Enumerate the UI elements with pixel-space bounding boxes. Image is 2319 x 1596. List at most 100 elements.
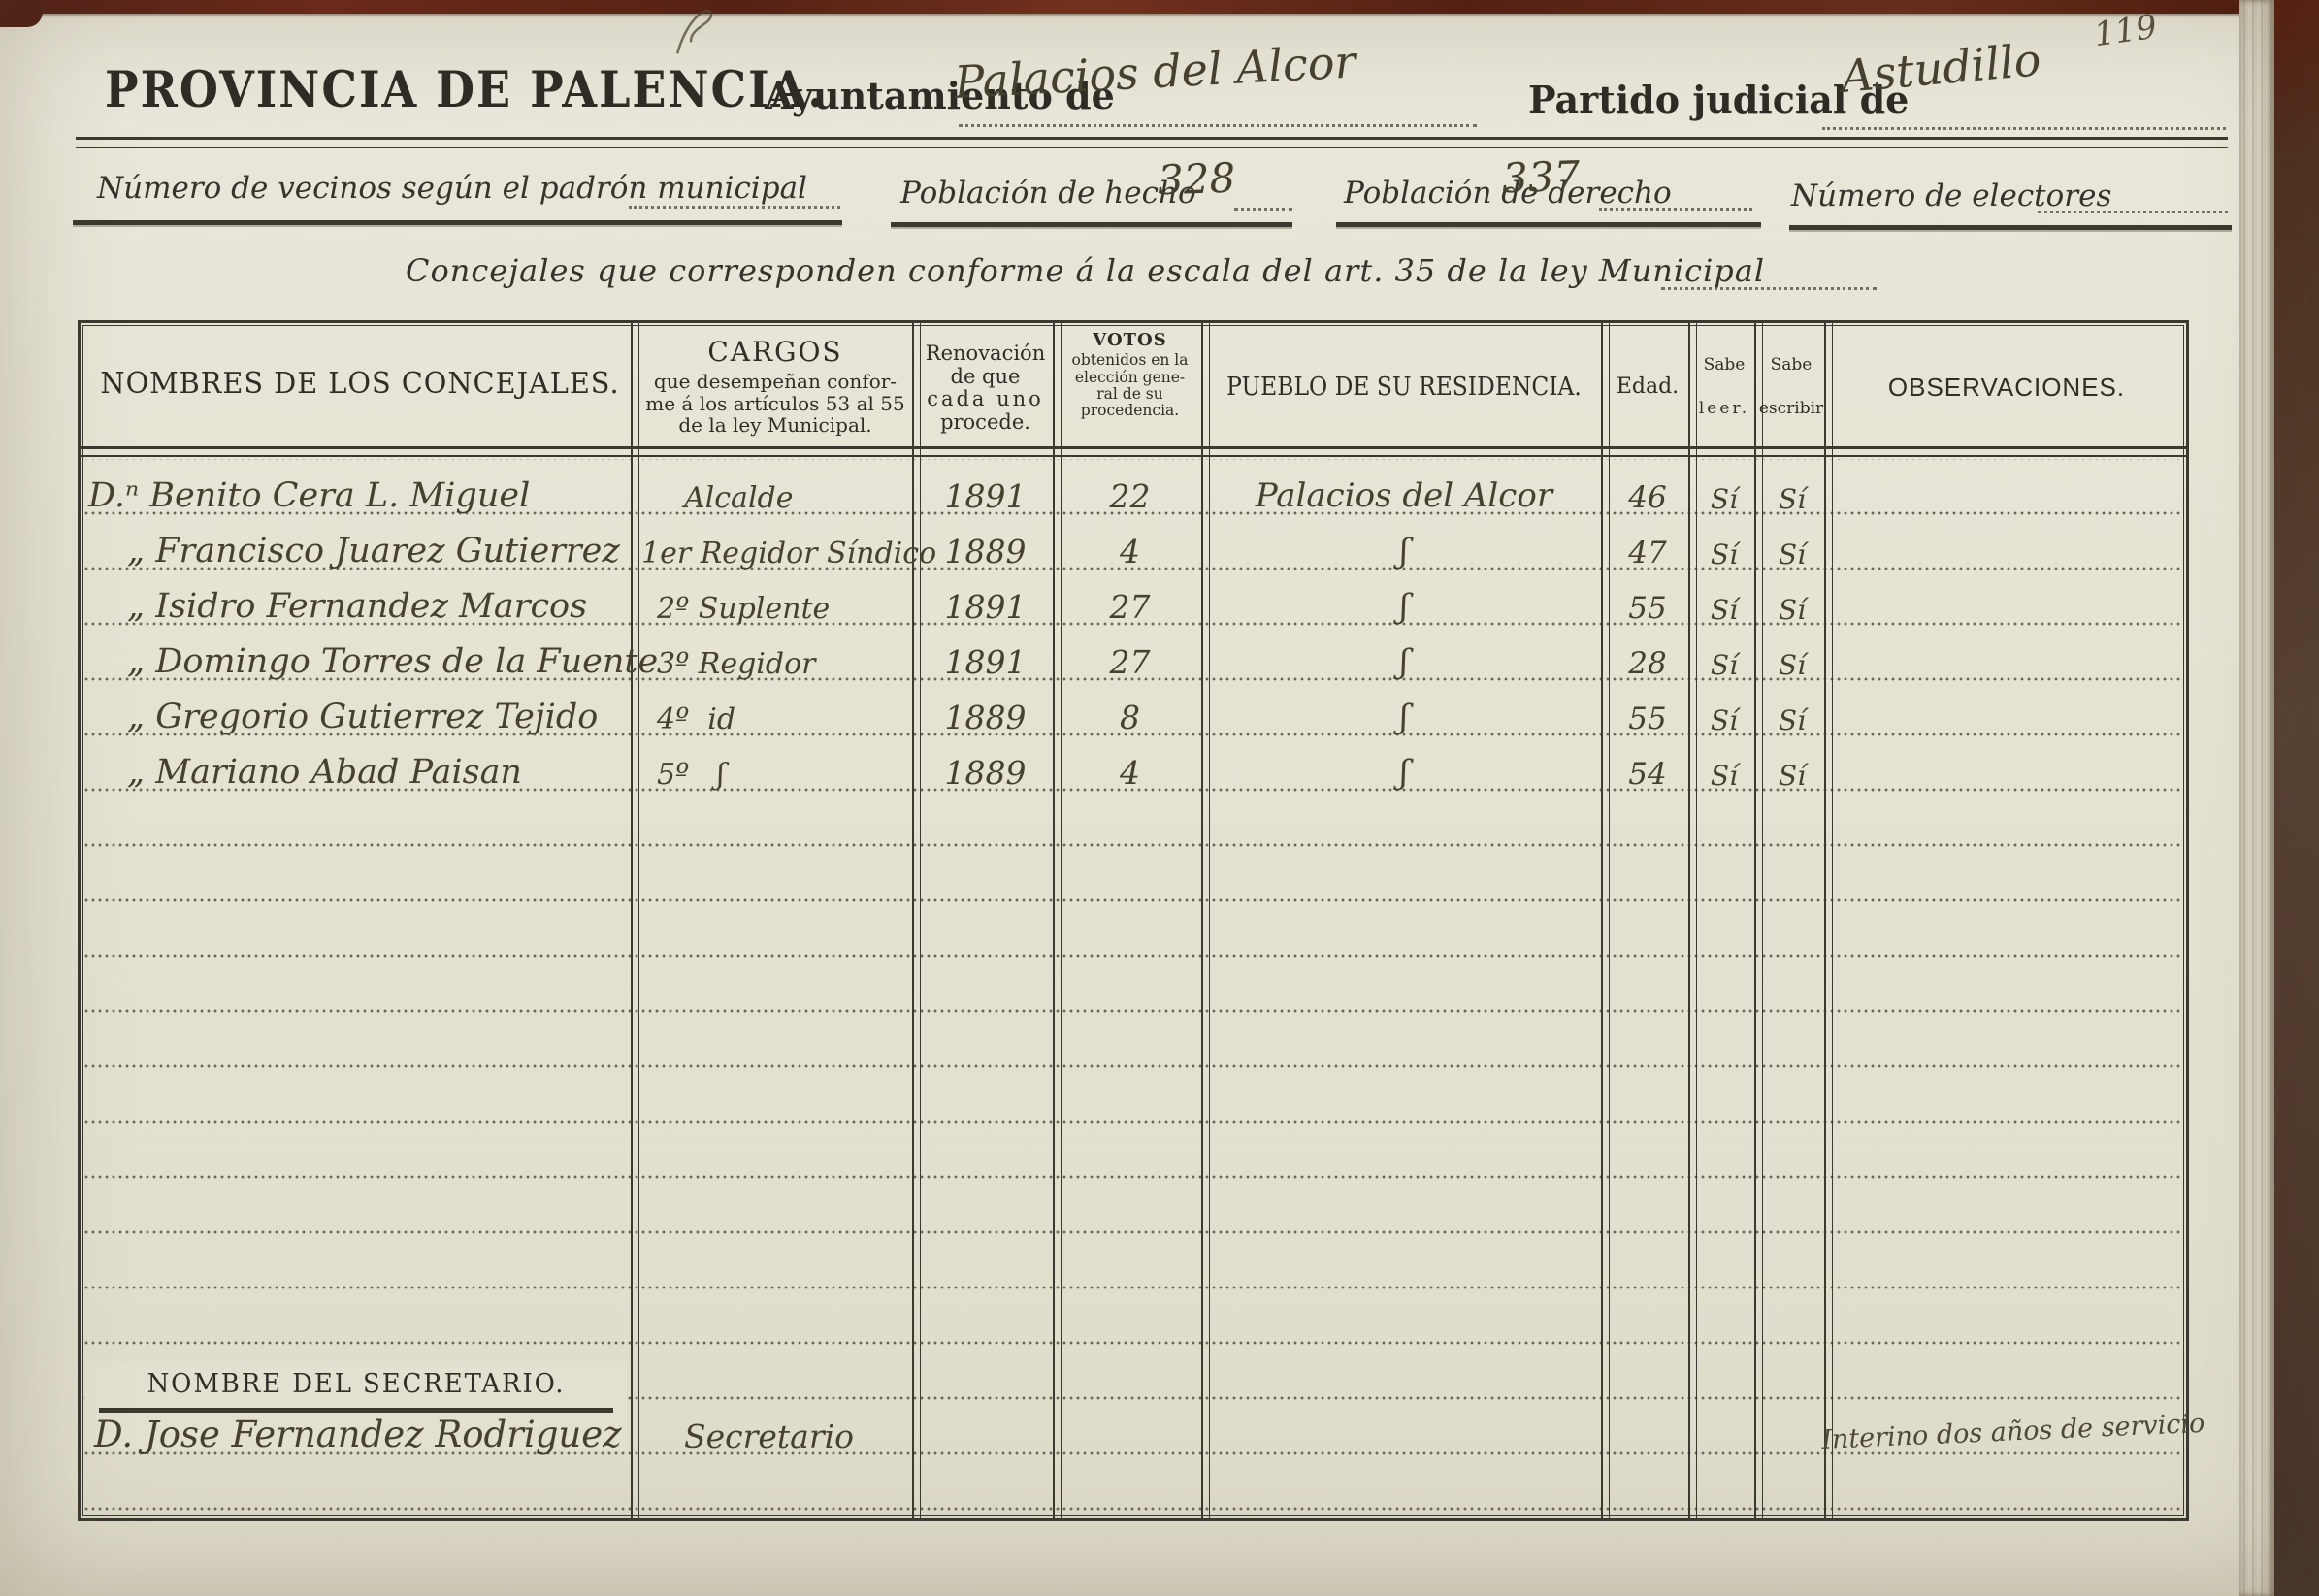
secretario-header: NOMBRE DEL SECRETARIO. bbox=[147, 1369, 566, 1399]
poblacion-hecho-label: Población de hecho bbox=[900, 176, 1196, 211]
cell-renovacion: 1889 bbox=[944, 533, 1027, 570]
cell-edad: 46 bbox=[1628, 480, 1667, 515]
thick-rule bbox=[891, 222, 1292, 227]
dotted-leader bbox=[1822, 127, 2226, 130]
cell-secretario-cargo: Secretario bbox=[684, 1417, 855, 1455]
column-separator bbox=[1053, 323, 1062, 1518]
binding-top-edge bbox=[0, 0, 2319, 14]
cell-renovacion: 1891 bbox=[944, 643, 1027, 681]
concejales-table: NOMBRES DE LOS CONCEJALES. CARGOS que de… bbox=[78, 320, 2205, 1521]
header-sabe-escribir-line: Sabe bbox=[1770, 355, 1813, 375]
cell-sabe-leer: Sí bbox=[1710, 594, 1739, 626]
header-votos-title: VOTOS bbox=[1093, 330, 1167, 350]
cell-sabe-escribir: Sí bbox=[1778, 483, 1807, 515]
cell-renovacion: 1889 bbox=[944, 754, 1027, 792]
header-cargos-line: que desempeñan confor- bbox=[653, 370, 898, 394]
ayuntamiento-label: Ayuntamiento de bbox=[765, 74, 1115, 117]
cell-pueblo: ʃ bbox=[1399, 532, 1409, 570]
cell-sabe-escribir: Sí bbox=[1778, 649, 1807, 681]
header-edad: Edad. bbox=[1616, 375, 1680, 399]
cell-pueblo: ʃ bbox=[1399, 698, 1409, 736]
cell-cargo: 5º ʃ bbox=[657, 758, 725, 792]
header-pueblo: PUEBLO DE SU RESIDENCIA. bbox=[1226, 373, 1582, 402]
binding-corner bbox=[0, 0, 43, 27]
header-sabe-escribir-line: escribir bbox=[1758, 399, 1824, 419]
column-separator bbox=[1601, 323, 1610, 1518]
cell-votos: 8 bbox=[1120, 699, 1140, 736]
header-votos-line: elección gene- bbox=[1074, 368, 1186, 386]
cell-renovacion: 1891 bbox=[944, 477, 1027, 515]
ink-flourish bbox=[675, 9, 713, 54]
table-row: „ Mariano Abad Paisan 5º ʃ 1889 4 ʃ 54 S… bbox=[81, 743, 2186, 792]
cell-sabe-leer: Sí bbox=[1710, 649, 1739, 681]
cell-sabe-escribir: Sí bbox=[1778, 760, 1807, 792]
column-separator bbox=[912, 323, 921, 1518]
cell-nombre: „ Domingo Torres de la Fuente bbox=[127, 642, 659, 681]
cell-edad: 55 bbox=[1628, 701, 1667, 736]
header-renovacion-line: procede. bbox=[940, 409, 1030, 434]
header-renovacion-line: Renovación bbox=[925, 342, 1046, 365]
cell-sabe-leer: Sí bbox=[1710, 538, 1739, 570]
cell-votos: 27 bbox=[1109, 588, 1151, 626]
cell-votos: 22 bbox=[1109, 477, 1151, 515]
header-cargos-line: de la ley Municipal. bbox=[678, 413, 872, 438]
table-row: „ Gregorio Gutierrez Tejido 4º id 1889 8… bbox=[81, 688, 2186, 736]
secretario-rule bbox=[99, 1408, 613, 1413]
dotted-leader bbox=[2038, 211, 2228, 213]
dotted-leader bbox=[1599, 208, 1752, 211]
binding-right-edge bbox=[2274, 0, 2319, 1596]
table-row: „ Domingo Torres de la Fuente 3º Regidor… bbox=[81, 633, 2186, 681]
province-title: PROVINCIA DE PALENCIA. bbox=[105, 60, 826, 119]
cell-nombre: „ Mariano Abad Paisan bbox=[127, 753, 522, 792]
folio-number: 119 bbox=[2091, 7, 2160, 55]
page-stack-edge bbox=[2239, 0, 2274, 1596]
thick-rule bbox=[1336, 222, 1761, 227]
header-renovacion-line: cada uno bbox=[927, 387, 1044, 411]
cell-sabe-escribir: Sí bbox=[1778, 538, 1807, 570]
dotted-leader bbox=[1234, 208, 1292, 211]
header-votos-line: obtenidos en la bbox=[1071, 351, 1189, 370]
cell-pueblo: ʃ bbox=[1399, 753, 1409, 792]
secretario-row: D. Jose Fernandez Rodriguez Secretario I… bbox=[81, 1407, 2205, 1455]
column-separator bbox=[1754, 323, 1763, 1518]
header-votos-line: ral de su bbox=[1096, 384, 1163, 403]
cell-sabe-escribir: Sí bbox=[1778, 704, 1807, 736]
column-separator bbox=[1201, 323, 1210, 1518]
vecinos-label: Número de vecinos según el padrón munici… bbox=[97, 171, 807, 206]
cell-edad: 55 bbox=[1628, 591, 1667, 626]
cell-nombre: D.ⁿ Benito Cera L. Miguel bbox=[88, 476, 531, 515]
header-sabe-leer-line: Sabe bbox=[1703, 355, 1746, 375]
table-row: „ Isidro Fernandez Marcos 2º Suplente 18… bbox=[81, 577, 2186, 626]
cell-cargo: 2º Suplente bbox=[657, 592, 831, 626]
header-observaciones: OBSERVACIONES. bbox=[1887, 373, 2126, 402]
cell-edad: 54 bbox=[1628, 757, 1667, 792]
secretario-section: NOMBRE DEL SECRETARIO. bbox=[85, 1361, 627, 1450]
dotted-leader bbox=[959, 124, 1477, 127]
cell-votos: 4 bbox=[1120, 754, 1140, 792]
cell-sabe-leer: Sí bbox=[1710, 483, 1739, 515]
thick-rule bbox=[73, 220, 842, 225]
table-row: „ Francisco Juarez Gutierrez 1er Regidor… bbox=[81, 522, 2186, 570]
cell-cargo: Alcalde bbox=[684, 481, 794, 515]
ayuntamiento-value-handwritten: Palacios del Alcor bbox=[953, 35, 1357, 109]
thick-rule bbox=[1789, 225, 2232, 230]
cell-sabe-escribir: Sí bbox=[1778, 594, 1807, 626]
header-renovacion-line: de que bbox=[950, 364, 1021, 388]
header-cargos-title: CARGOS bbox=[707, 336, 843, 368]
header-sabe-leer-line: leer. bbox=[1698, 399, 1750, 419]
dotted-leader bbox=[1661, 287, 1877, 290]
cell-nombre: „ Francisco Juarez Gutierrez bbox=[127, 532, 620, 570]
column-separator bbox=[1688, 323, 1697, 1518]
header-bottom-rule bbox=[81, 446, 2186, 457]
table-row: D.ⁿ Benito Cera L. Miguel Alcalde 1891 2… bbox=[81, 467, 2186, 515]
poblacion-derecho-label: Población de derecho bbox=[1344, 176, 1672, 211]
cell-secretario-nombre: D. Jose Fernandez Rodriguez bbox=[94, 1414, 622, 1455]
double-rule bbox=[76, 137, 2228, 148]
cell-cargo: 4º id bbox=[657, 702, 736, 736]
header-cargos-line: me á los artículos 53 al 55 bbox=[645, 391, 905, 415]
cell-votos: 4 bbox=[1120, 533, 1140, 570]
header-votos-line: procedencia. bbox=[1080, 402, 1180, 420]
cell-pueblo: ʃ bbox=[1399, 587, 1409, 626]
header-nombres: NOMBRES DE LOS CONCEJALES. bbox=[100, 367, 620, 401]
